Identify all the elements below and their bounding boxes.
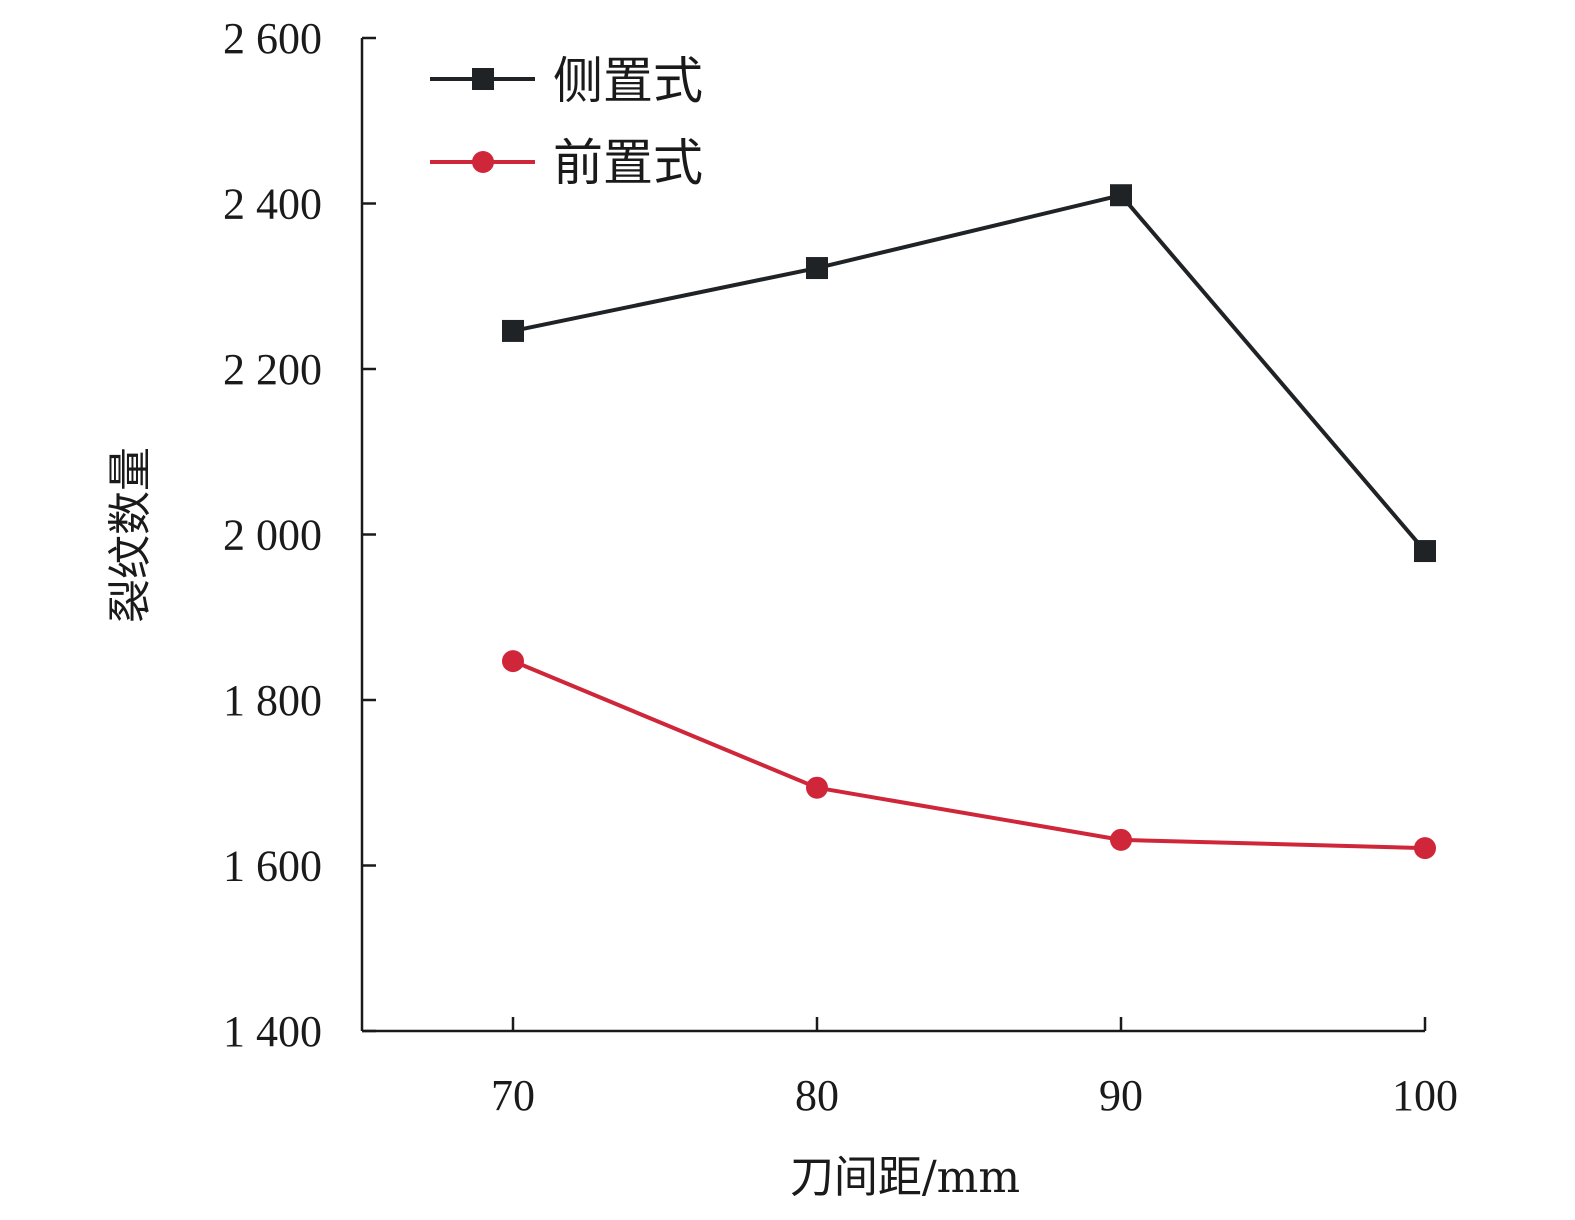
x-ticks: 70 80 90 100 — [491, 1017, 1458, 1120]
data-point-circle — [502, 650, 524, 673]
y-tick-label: 2 400 — [223, 180, 322, 229]
y-tick-label: 1 800 — [223, 676, 322, 725]
x-tick-label: 70 — [491, 1071, 535, 1120]
data-point-square — [1414, 540, 1436, 563]
series-layer — [502, 184, 1436, 860]
x-tick-label: 80 — [795, 1071, 839, 1120]
y-tick-label: 2 000 — [223, 511, 322, 560]
data-point-square — [502, 319, 524, 342]
series-front — [502, 650, 1436, 860]
y-tick-label: 2 600 — [223, 14, 322, 63]
series-line — [512, 659, 1426, 851]
data-point-circle — [1414, 837, 1436, 860]
legend: 侧置式 前置式 — [430, 52, 703, 192]
axes — [360, 38, 1425, 1033]
legend-item-side: 侧置式 — [430, 52, 703, 110]
y-tick-label: 1 400 — [223, 1007, 322, 1056]
y-ticks: 1 400 1 600 1 800 2 000 2 200 2 400 2 600 — [223, 14, 376, 1056]
x-axis-title: 刀间距/mm — [790, 1152, 1020, 1203]
data-point-circle — [1110, 828, 1132, 851]
x-tick-label: 90 — [1099, 1071, 1143, 1120]
legend-label-front: 前置式 — [553, 134, 703, 192]
y-tick-label: 1 600 — [223, 842, 322, 891]
series-line — [512, 193, 1427, 553]
legend-marker-square — [472, 68, 494, 90]
data-point-square — [806, 257, 828, 280]
legend-item-front: 前置式 — [430, 134, 703, 192]
y-tick-label: 2 200 — [223, 345, 322, 394]
x-tick-label: 100 — [1392, 1071, 1458, 1120]
data-point-circle — [806, 776, 828, 799]
legend-marker-circle — [472, 151, 494, 173]
series-side — [502, 184, 1436, 563]
data-point-square — [1110, 184, 1132, 207]
y-axis-title: 裂纹数量 — [105, 447, 156, 623]
legend-label-side: 侧置式 — [553, 52, 703, 110]
